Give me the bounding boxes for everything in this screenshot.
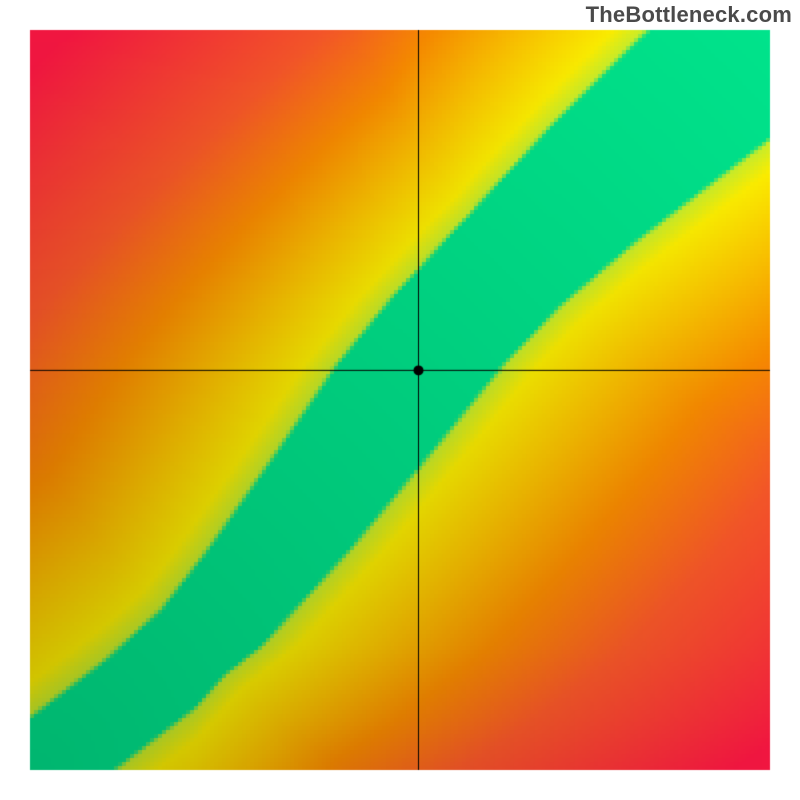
watermark-text: TheBottleneck.com <box>586 2 792 28</box>
chart-container: TheBottleneck.com <box>0 0 800 800</box>
bottleneck-heatmap <box>0 0 800 800</box>
